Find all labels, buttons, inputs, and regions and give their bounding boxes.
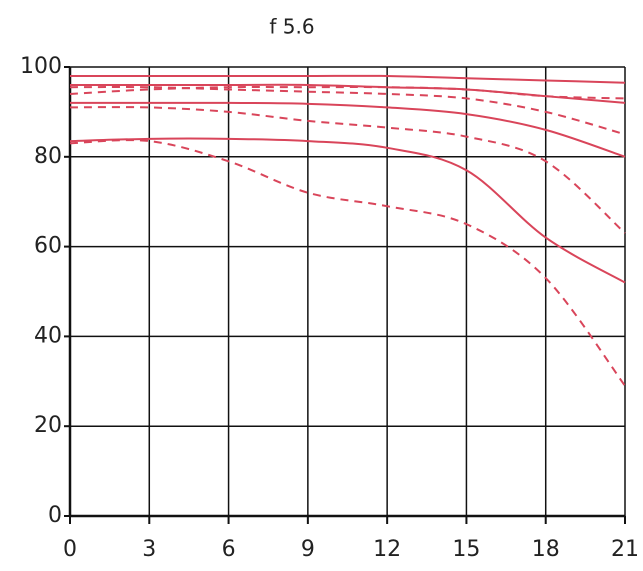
series-line xyxy=(70,101,626,158)
y-tick-label: 0 xyxy=(48,503,62,528)
series-line xyxy=(69,83,626,104)
series-line xyxy=(69,86,626,136)
series-line xyxy=(69,106,626,234)
series-line xyxy=(70,74,626,84)
series-line xyxy=(69,137,626,284)
x-tick-label: 15 xyxy=(452,537,480,562)
x-tick-label: 3 xyxy=(142,537,156,562)
y-tick-label: 80 xyxy=(34,144,62,169)
x-tick-label: 12 xyxy=(373,537,401,562)
series-line xyxy=(69,139,626,387)
x-tick-label: 9 xyxy=(301,537,315,562)
chart-title: f 5.6 xyxy=(269,15,314,39)
x-tick-label: 0 xyxy=(63,537,77,562)
y-tick-label: 20 xyxy=(34,413,62,438)
x-tick-label: 21 xyxy=(611,537,639,562)
y-tick-label: 100 xyxy=(20,54,62,79)
y-tick-label: 60 xyxy=(34,234,62,259)
y-tick-label: 40 xyxy=(34,323,62,348)
x-tick-label: 18 xyxy=(532,537,560,562)
x-tick-label: 6 xyxy=(222,537,236,562)
